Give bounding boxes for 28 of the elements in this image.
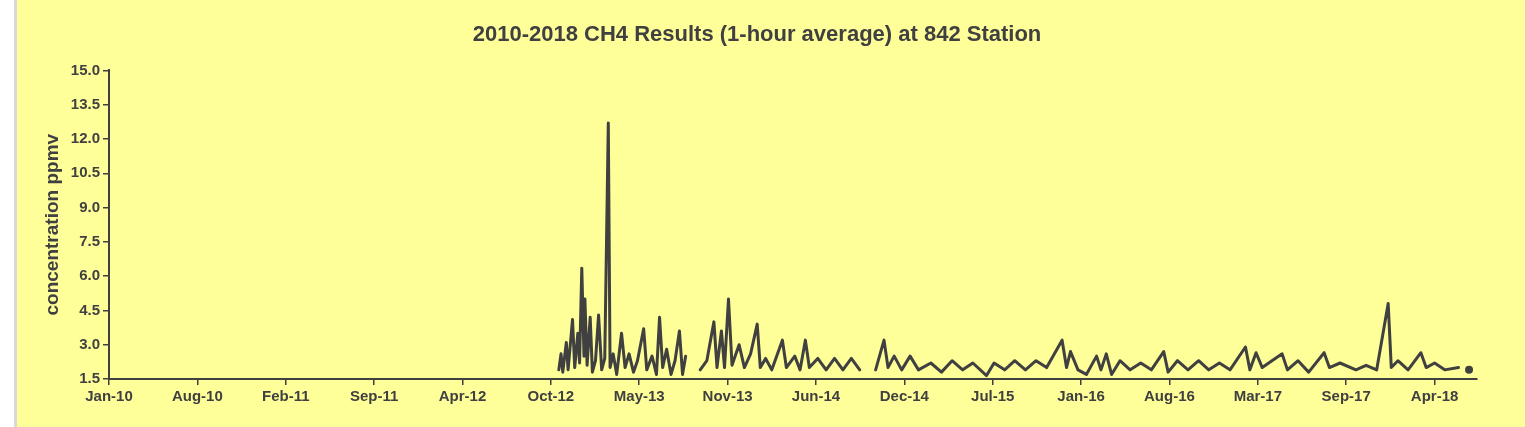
x-tick-label: Apr-12 [438,387,487,405]
y-tick-label: 9.0 [79,197,100,215]
x-tick-label: Dec-14 [879,387,930,405]
x-tick-label: Nov-13 [702,387,753,405]
x-tick-label: Feb-11 [261,387,310,405]
y-tick-label: 15.0 [70,60,100,78]
x-tick-label: Jan-10 [85,387,133,405]
y-tick-label: 10.5 [70,163,100,181]
x-tick-label: Apr-18 [1410,387,1459,405]
y-tick-label: 7.5 [79,231,100,249]
chart-title: 2010-2018 CH4 Results (1-hour average) at 842 Station [472,21,1042,47]
x-tick-label: May-13 [613,387,665,405]
y-tick-label: 4.5 [79,300,100,318]
y-tick-label: 6.0 [79,266,100,284]
x-tick-label: Sep-17 [1321,387,1371,405]
x-tick-label: Sep-11 [349,387,399,405]
y-tick-label: 12.0 [70,129,100,147]
y-tick-label: 3.0 [79,334,100,352]
x-tick-label: Aug-16 [1144,387,1195,405]
x-tick-label: Oct-12 [527,387,575,405]
x-tick-label: Mar-17 [1233,387,1283,405]
x-tick-label: Jun-14 [791,387,841,405]
y-tick-label: 1.5 [79,369,100,387]
x-tick-label: Jul-15 [971,387,1015,405]
y-axis-title: concentration ppmv [40,133,62,316]
x-tick-label: Jan-16 [1057,387,1105,405]
y-tick-label: 13.5 [70,94,100,112]
x-tick-label: Aug-10 [171,387,223,405]
